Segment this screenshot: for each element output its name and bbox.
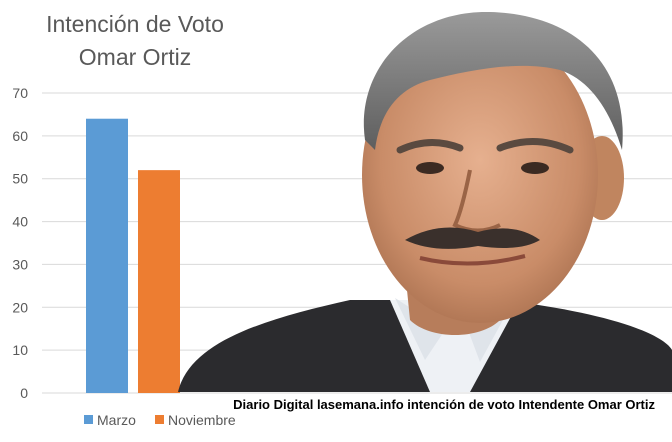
- y-tick-label: 70: [12, 85, 28, 101]
- bar-marzo: [86, 118, 128, 393]
- y-tick-label: 50: [12, 171, 28, 187]
- y-tick-label: 40: [12, 214, 28, 230]
- legend-label-noviembre: Noviembre: [168, 412, 236, 428]
- y-tick-label: 10: [12, 342, 28, 358]
- bar-noviembre: [138, 170, 180, 393]
- legend-label-marzo: Marzo: [97, 412, 136, 428]
- y-tick-label: 30: [12, 256, 28, 272]
- legend: Marzo Noviembre: [84, 412, 236, 428]
- photo-caption: Diario Digital lasemana.info intención d…: [233, 397, 655, 412]
- legend-swatch-noviembre: [155, 415, 164, 424]
- chart-title-line-2: Omar Ortiz: [79, 44, 191, 70]
- y-tick-label: 60: [12, 128, 28, 144]
- bars: [86, 118, 180, 393]
- legend-swatch-marzo: [84, 415, 93, 424]
- candidate-photo: [178, 11, 672, 392]
- y-tick-label: 0: [20, 385, 28, 401]
- y-axis-ticks: 0 10 20 30 40 50 60 70: [12, 85, 28, 401]
- y-tick-label: 20: [12, 299, 28, 315]
- chart-title-line-1: Intención de Voto: [46, 11, 224, 37]
